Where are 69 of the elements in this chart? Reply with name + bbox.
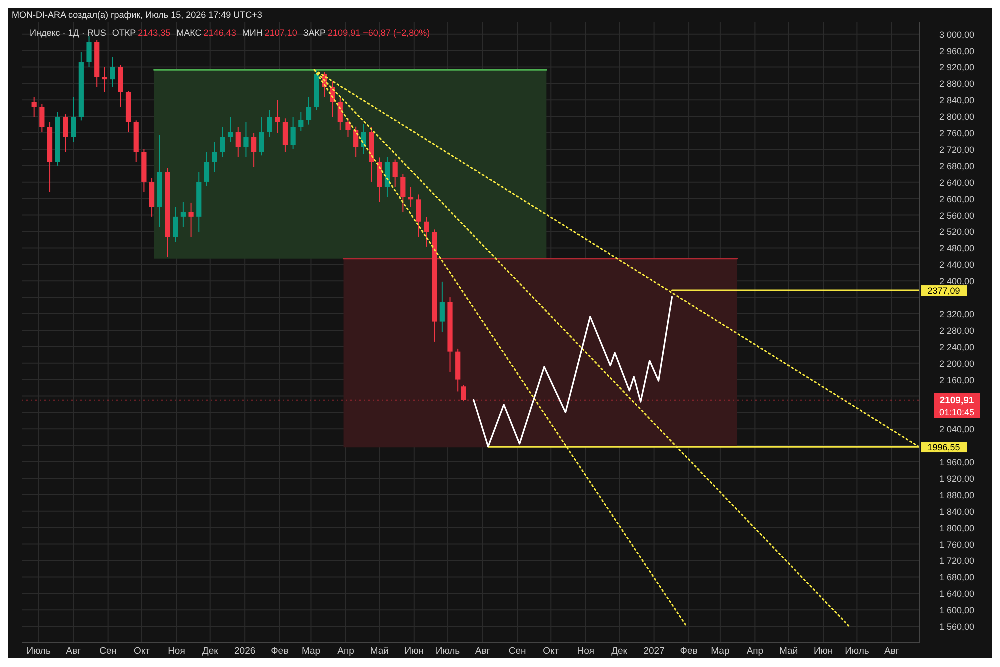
x-tick-label: 2027 <box>644 646 665 657</box>
y-tick-label: 2 680,00 <box>939 161 975 172</box>
x-tick-label: Мар <box>711 646 730 657</box>
y-tick-label: 2 440,00 <box>939 260 975 270</box>
annotation: ОТКР 2143,35 <box>112 28 171 38</box>
x-tick-label: Апр <box>746 646 764 657</box>
chart-title: MON-DI-ARA создал(а) график, Июль 15, 2026 17:49 UTC+3 <box>12 10 262 20</box>
x-tick-label: Авг <box>884 646 900 657</box>
y-tick-label: 1 680,00 <box>939 572 975 583</box>
y-tick-label: 1 800,00 <box>939 523 975 534</box>
x-tick-label: Июн <box>404 646 424 657</box>
y-tick-label: 2 600,00 <box>939 194 975 204</box>
x-tick-label: Июль <box>845 646 870 657</box>
y-tick-label: 2 040,00 <box>939 424 975 435</box>
x-tick-label: Апр <box>338 646 354 657</box>
x-tick-label: Ноя <box>577 646 595 657</box>
y-tick-label: 2 560,00 <box>939 210 975 221</box>
y-tick-label: 2 160,00 <box>939 375 975 386</box>
y-tick-label: 1 960,00 <box>939 458 975 468</box>
y-tick-label: 2 760,00 <box>939 128 975 139</box>
x-tick-label: Сен <box>100 646 118 657</box>
y-tick-label: 2 840,00 <box>939 96 975 106</box>
x-tick-label: Май <box>780 646 798 657</box>
y-tick-label: 2 320,00 <box>939 309 975 320</box>
y-tick-label: 1 840,00 <box>939 506 975 517</box>
y-tick-label: 2 240,00 <box>939 342 975 352</box>
y-tick-label: 1 600,00 <box>939 606 975 616</box>
y-tick-label: 2 880,00 <box>939 79 975 90</box>
x-tick-label: Окт <box>543 646 560 657</box>
x-tick-label: Дек <box>612 646 628 657</box>
data-label: 2377,09 <box>928 286 960 296</box>
x-tick-label: Окт <box>134 646 151 657</box>
y-tick-label: 2 920,00 <box>939 62 975 73</box>
y-tick-label: 2 800,00 <box>939 112 975 122</box>
annotation: МИН 2107,10 <box>242 28 298 38</box>
y-tick-label: 1 560,00 <box>939 622 975 632</box>
x-tick-label: 2026 <box>234 646 256 657</box>
x-tick-label: Сен <box>508 646 526 657</box>
text: 01:10:45 <box>939 407 975 418</box>
y-tick-label: 2 200,00 <box>939 358 975 369</box>
ref-line-label: 2109,91 <box>940 395 975 406</box>
y-tick-label: 1 920,00 <box>939 474 975 484</box>
y-tick-label: 2 640,00 <box>939 178 975 188</box>
y-tick-label: 2 960,00 <box>939 46 975 56</box>
y-tick-label: 2 720,00 <box>939 144 975 155</box>
annotation: МАКС 2146,43 <box>176 28 236 38</box>
y-tick-label: 1 640,00 <box>939 589 975 600</box>
y-tick-label: 2 480,00 <box>939 244 975 254</box>
x-tick-label: Дек <box>202 646 220 657</box>
data-label: 1996,55 <box>928 442 960 453</box>
y-tick-label: 2 520,00 <box>939 227 975 238</box>
y-tick-label: 3 000,00 <box>939 30 975 40</box>
annotation: ЗАКР 2109,91 −60,87 (−2,80%) <box>303 28 430 38</box>
x-tick-label: Фев <box>271 646 289 657</box>
x-tick-label: Июн <box>814 646 834 657</box>
x-tick-label: Май <box>370 646 389 657</box>
text: Индекс · 1Д · RUS <box>30 28 106 38</box>
x-tick-label: Мар <box>302 646 321 657</box>
x-tick-label: Авг <box>66 646 82 657</box>
y-tick-label: 2 400,00 <box>939 276 975 287</box>
x-tick-label: Июль <box>436 646 460 657</box>
y-tick-label: 2 280,00 <box>939 326 975 336</box>
y-tick-label: 1 760,00 <box>939 540 975 550</box>
x-tick-label: Авг <box>475 646 491 657</box>
x-tick-label: Июль <box>26 646 51 657</box>
x-tick-label: Ноя <box>168 646 186 657</box>
y-tick-label: 1 720,00 <box>939 556 975 566</box>
x-tick-label: Фев <box>680 646 698 657</box>
y-tick-label: 1 880,00 <box>939 490 975 500</box>
